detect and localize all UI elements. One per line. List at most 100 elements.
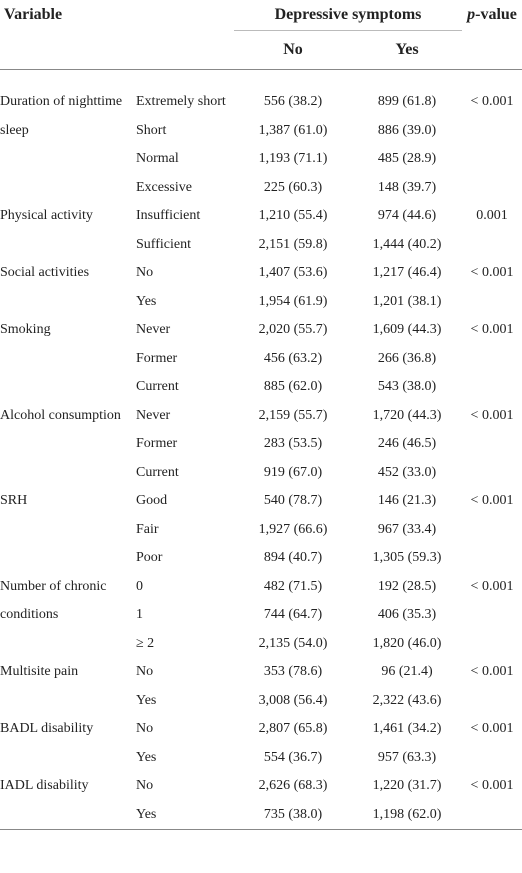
table-row: Number of chronic conditions 0 482 (71.5) 1… xyxy=(0,573,522,623)
variable-cell: Smoking xyxy=(0,322,51,337)
no-cell: 456 (63.2) xyxy=(263,350,323,366)
no-cell: 1,193 (71.1) xyxy=(258,151,328,166)
yes-cell: 886 (39.0) xyxy=(377,122,437,138)
variable-cell: Number of chronic conditions xyxy=(0,578,107,623)
yes-cell: 406 (35.3) xyxy=(377,607,437,622)
yes-cell: 1,220 (31.7) xyxy=(372,778,442,793)
yes-cell: 1,198 (62.0) xyxy=(372,806,442,822)
yes-cell: 452 (33.0) xyxy=(377,464,437,480)
p-value-cell: < 0.001 xyxy=(470,664,514,679)
variable-cell: Multisite pain xyxy=(0,664,79,679)
table-row: Current 919 (67.0) 452 (33.0) xyxy=(0,459,522,488)
p-value-cell: 0.001 xyxy=(476,208,508,223)
header-cell: p-value xyxy=(462,0,522,31)
table-row: BADL disability No 2,807 (65.8) 1,461 (34.2… xyxy=(0,715,522,744)
data-table: Variable Depressive symptoms p-value No … xyxy=(0,0,522,830)
table-row: Former 283 (53.5) 246 (46.5) xyxy=(0,430,522,459)
yes-cell: 1,609 (44.3) xyxy=(372,322,442,337)
table-row: Former 456 (63.2) 266 (36.8) xyxy=(0,345,522,374)
table-row: Fair 1,927 (66.6) 967 (33.4) xyxy=(0,516,522,545)
variable-cell: Duration of nighttime sleep xyxy=(0,94,123,138)
header-cell: Depressive symptoms xyxy=(274,6,422,23)
level-cell: 0 xyxy=(136,578,143,594)
no-cell: 1,387 (61.0) xyxy=(258,122,328,138)
yes-cell: 148 (39.7) xyxy=(377,179,437,195)
table-body: Duration of nighttime sleep Extremely sho… xyxy=(0,70,522,830)
header-row: No Yes xyxy=(0,30,522,70)
p-value-cell: < 0.001 xyxy=(470,322,514,337)
yes-cell: 974 (44.6) xyxy=(377,208,437,223)
table-header: Variable Depressive symptoms p-value No … xyxy=(0,0,522,70)
table-row: IADL disability No 2,626 (68.3) 1,220 (31.7… xyxy=(0,772,522,801)
yes-cell: 246 (46.5) xyxy=(377,436,437,451)
header-cell xyxy=(0,31,136,70)
header-cell: Yes xyxy=(352,30,462,70)
yes-cell: 266 (36.8) xyxy=(377,350,437,366)
level-cell: Good xyxy=(136,493,168,508)
table-row: Sufficient 2,151 (59.8) 1,444 (40.2) xyxy=(0,231,522,260)
level-cell: Former xyxy=(136,350,178,366)
yes-cell: 1,217 (46.4) xyxy=(372,265,442,280)
no-cell: 1,210 (55.4) xyxy=(258,208,328,223)
table-row: Yes 3,008 (56.4) 2,322 (43.6) xyxy=(0,687,522,716)
level-cell: Short xyxy=(136,122,167,138)
table-row: 1 744 (64.7) 406 (35.3) xyxy=(0,601,522,630)
variable-cell: Alcohol consumption xyxy=(0,407,121,423)
p-value-cell: < 0.001 xyxy=(470,407,514,423)
yes-cell: 957 (63.3) xyxy=(377,749,437,765)
no-cell: 894 (40.7) xyxy=(263,550,323,565)
level-cell: Yes xyxy=(136,293,157,309)
no-cell: 3,008 (56.4) xyxy=(258,692,328,708)
level-cell: 1 xyxy=(136,607,143,622)
header-cell: Variable xyxy=(4,6,63,24)
level-cell: Normal xyxy=(136,151,179,166)
no-cell: 885 (62.0) xyxy=(263,379,323,394)
level-cell: Former xyxy=(136,436,178,451)
level-cell: Extremely short xyxy=(136,94,226,109)
level-cell: ≥ 2 xyxy=(136,635,155,651)
no-cell: 540 (78.7) xyxy=(263,493,323,508)
p-value-cell: < 0.001 xyxy=(470,721,514,736)
level-cell: No xyxy=(136,265,154,280)
yes-cell: 1,305 (59.3) xyxy=(372,550,442,565)
level-cell: Poor xyxy=(136,550,163,565)
yes-cell: 192 (28.5) xyxy=(377,578,437,594)
header-row: Variable Depressive symptoms p-value xyxy=(0,0,522,31)
no-cell: 2,020 (55.7) xyxy=(258,322,328,337)
level-cell: Sufficient xyxy=(136,236,191,252)
variable-cell: SRH xyxy=(0,493,28,508)
table-row: Short 1,387 (61.0) 886 (39.0) xyxy=(0,117,522,146)
level-cell: No xyxy=(136,778,154,793)
p-value-cell: < 0.001 xyxy=(470,94,514,109)
no-cell: 2,135 (54.0) xyxy=(258,635,328,651)
level-cell: Current xyxy=(136,464,179,480)
yes-cell: 146 (21.3) xyxy=(377,493,437,508)
p-value-cell: < 0.001 xyxy=(470,265,514,280)
no-cell: 482 (71.5) xyxy=(263,578,323,594)
table-row: Poor 894 (40.7) 1,305 (59.3) xyxy=(0,544,522,573)
header-cell xyxy=(136,0,234,31)
yes-cell: 1,461 (34.2) xyxy=(372,721,442,736)
no-cell: 2,807 (65.8) xyxy=(258,721,328,736)
header-cell xyxy=(136,31,234,70)
table-row: Social activities No 1,407 (53.6) 1,217 (46… xyxy=(0,259,522,288)
variable-cell: IADL disability xyxy=(0,778,89,793)
variable-cell: BADL disability xyxy=(0,721,94,736)
no-cell: 2,626 (68.3) xyxy=(258,778,328,793)
table-row: Physical activity Insufficient 1,210 (55.4… xyxy=(0,202,522,231)
level-cell: Never xyxy=(136,322,171,337)
yes-cell: 485 (28.9) xyxy=(377,151,437,166)
no-cell: 744 (64.7) xyxy=(263,607,323,622)
table-row: Alcohol consumption Never 2,159 (55.7) 1,72… xyxy=(0,402,522,431)
level-cell: No xyxy=(136,721,154,736)
table-row: Smoking Never 2,020 (55.7) 1,609 (44.3) < 0.… xyxy=(0,316,522,345)
table-row: ≥ 2 2,135 (54.0) 1,820 (46.0) xyxy=(0,630,522,659)
table-row: Excessive 225 (60.3) 148 (39.7) xyxy=(0,174,522,203)
level-cell: No xyxy=(136,664,154,679)
header-cell: No xyxy=(234,30,352,70)
no-cell: 283 (53.5) xyxy=(263,436,323,451)
no-cell: 1,954 (61.9) xyxy=(258,293,328,309)
level-cell: Yes xyxy=(136,749,157,765)
level-cell: Insufficient xyxy=(136,208,201,223)
